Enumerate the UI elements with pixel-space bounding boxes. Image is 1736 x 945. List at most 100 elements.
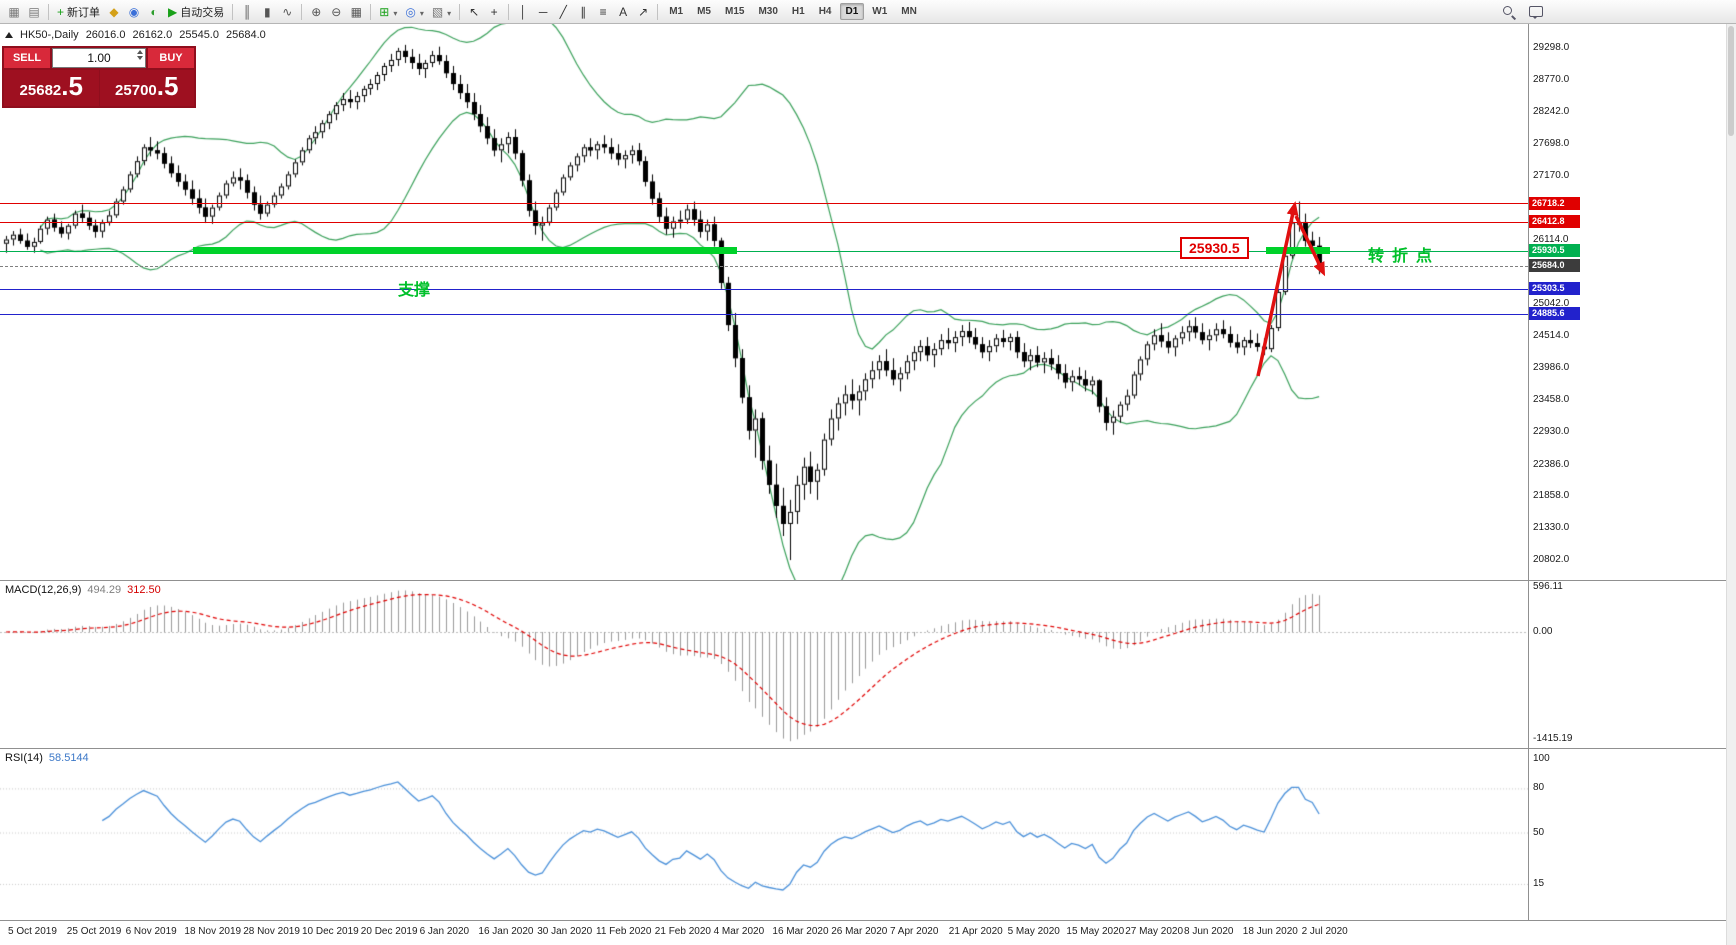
scrollbar-thumb[interactable] xyxy=(1728,26,1734,136)
community-chat-button[interactable] xyxy=(1525,2,1547,22)
candlestick-chart-button[interactable]: ▮ xyxy=(257,2,277,22)
macd-axis-label: 596.11 xyxy=(1533,580,1563,592)
equidistant-channel-button[interactable]: ∥ xyxy=(573,2,593,22)
resistance-line-lower[interactable] xyxy=(0,221,1528,223)
timeframe-d1-button[interactable]: D1 xyxy=(839,3,865,20)
periods-button[interactable]: ◎ xyxy=(401,2,428,22)
new-chart-button[interactable]: ▦ xyxy=(4,2,24,22)
horizontal-line-button[interactable]: ─ xyxy=(533,2,553,22)
zoom-out-button[interactable]: ⊖ xyxy=(326,2,346,22)
time-axis-label: 20 Dec 2019 xyxy=(360,926,418,937)
horizontal-line-icon: ─ xyxy=(538,4,548,19)
time-axis-label: 21 Apr 2020 xyxy=(948,926,1003,937)
indicators-list-button[interactable]: ⊞ xyxy=(375,2,401,22)
support-line-blue-2-badge: 24885.6 xyxy=(1529,307,1580,321)
time-axis-label: 7 Apr 2020 xyxy=(890,926,939,937)
zoom-in-button[interactable]: ⊕ xyxy=(306,2,326,22)
buy-price-button[interactable]: 25700.5 xyxy=(99,70,194,106)
price-axis-label: 23986.0 xyxy=(1533,362,1570,374)
volume-value: 1.00 xyxy=(87,51,111,65)
timeframe-w1-button[interactable]: W1 xyxy=(866,3,893,20)
support-level-line[interactable] xyxy=(0,250,1528,252)
rsi-axis-label: 50 xyxy=(1533,826,1545,838)
chat-bubble-icon xyxy=(1529,6,1543,19)
tile-windows-icon: ▦ xyxy=(350,4,362,19)
periods-icon: ◎ xyxy=(405,4,416,19)
price-panel: HK50-,Daily 26016.0 26162.0 25545.0 2568… xyxy=(0,24,1736,580)
templates-caret-icon xyxy=(446,4,451,19)
toolbar-button-group: ▦▤+新订单◆◉◐▶自动交易║▮∿⊕⊖▦⊞◎▧↖+│─╱∥≡A↗ xyxy=(4,2,662,22)
time-axis-label: 2 Jul 2020 xyxy=(1301,926,1348,937)
timeframe-m5-button[interactable]: M5 xyxy=(691,3,717,20)
time-axis-label: 15 May 2020 xyxy=(1066,926,1125,937)
search-button[interactable] xyxy=(1499,2,1519,22)
rsi-chart-canvas[interactable] xyxy=(0,749,1528,921)
new-order-button[interactable]: + 新订单 xyxy=(53,2,104,22)
metaeditor-button[interactable]: ◆ xyxy=(104,2,124,22)
buy-button[interactable]: BUY xyxy=(148,48,194,68)
one-click-toggle-icon[interactable] xyxy=(5,32,13,38)
timeframe-mn-button[interactable]: MN xyxy=(895,3,923,20)
toolbar-separator xyxy=(301,3,303,20)
volume-field[interactable]: 1.00 xyxy=(52,48,146,68)
support-level-line-badge: 25930.5 xyxy=(1529,244,1580,258)
support-line-blue-1[interactable] xyxy=(0,288,1528,290)
price-axis-label: 21330.0 xyxy=(1533,522,1570,534)
cursor-button[interactable]: ↖ xyxy=(464,2,484,22)
crosshair-button[interactable]: + xyxy=(484,2,504,22)
support-annotation-text[interactable]: 支撑 xyxy=(398,282,431,299)
vertical-line-button[interactable]: │ xyxy=(513,2,533,22)
current-price-line[interactable] xyxy=(0,265,1528,267)
timeframe-m30-button[interactable]: M30 xyxy=(752,3,783,20)
sell-button[interactable]: SELL xyxy=(4,48,50,68)
support-zone-bar[interactable] xyxy=(1266,247,1330,255)
fibonacci-retracement-button[interactable]: ≡ xyxy=(593,2,613,22)
time-axis-label: 11 Feb 2020 xyxy=(596,926,652,937)
ohlc-low: 25545.0 xyxy=(179,29,219,41)
timeframe-m15-button[interactable]: M15 xyxy=(719,3,750,20)
bar-chart-button[interactable]: ║ xyxy=(237,2,257,22)
pivot-annotation-text[interactable]: 转折点 xyxy=(1368,248,1441,265)
sell-price-button[interactable]: 25682.5 xyxy=(4,70,99,106)
auto-trading-button[interactable]: ▶ 自动交易 xyxy=(164,2,228,22)
price-axis-label: 29298.0 xyxy=(1533,42,1570,53)
auto-trading-icon: ▶ xyxy=(168,4,178,19)
price-axis-label: 23458.0 xyxy=(1533,393,1570,405)
text-label-button[interactable]: A xyxy=(613,2,633,22)
support-zone-bar[interactable] xyxy=(193,247,737,255)
zoom-out-icon: ⊖ xyxy=(331,4,342,19)
arrow-objects-icon: ↗ xyxy=(638,4,649,19)
trendline-button[interactable]: ╱ xyxy=(553,2,573,22)
chart-profiles-button[interactable]: ▤ xyxy=(24,2,44,22)
macd-label: MACD(12,26,9) 494.29 312.50 xyxy=(5,584,161,596)
price-axis-label: 22386.0 xyxy=(1533,458,1570,470)
volume-spinner[interactable] xyxy=(137,50,143,60)
macd-chart-canvas[interactable] xyxy=(0,581,1528,749)
rsi-axis-label: 15 xyxy=(1533,877,1545,889)
right-scrollbar[interactable] xyxy=(1726,24,1736,945)
level-label-box[interactable]: 25930.5 xyxy=(1180,237,1249,259)
chart-header: HK50-,Daily 26016.0 26162.0 25545.0 2568… xyxy=(5,29,266,41)
market-watch-button[interactable]: ◉ xyxy=(124,2,144,22)
arrow-objects-button[interactable]: ↗ xyxy=(633,2,653,22)
volume-down-icon[interactable] xyxy=(137,56,143,60)
resistance-line-upper[interactable] xyxy=(0,203,1528,205)
support-line-blue-2[interactable] xyxy=(0,313,1528,315)
timeframe-h4-button[interactable]: H4 xyxy=(813,3,838,20)
rsi-label: RSI(14) 58.5144 xyxy=(5,752,89,764)
timeframe-m1-button[interactable]: M1 xyxy=(663,3,689,20)
rsi-name: RSI(14) xyxy=(5,752,43,764)
line-chart-button[interactable]: ∿ xyxy=(277,2,297,22)
templates-button[interactable]: ▧ xyxy=(428,2,455,22)
toolbar-separator xyxy=(48,3,49,20)
symbol-period-label: HK50-,Daily xyxy=(20,29,79,41)
sell-price-pips: .5 xyxy=(61,71,83,101)
toolbar-right-group xyxy=(1499,2,1547,22)
tile-windows-button[interactable]: ▦ xyxy=(346,2,366,22)
toolbar-separator xyxy=(657,3,659,20)
navigator-button[interactable]: ◐ xyxy=(144,2,164,22)
resistance-line-lower-badge: 26412.8 xyxy=(1529,215,1580,229)
price-chart-canvas[interactable] xyxy=(0,24,1528,580)
volume-up-icon[interactable] xyxy=(137,50,143,54)
timeframe-h1-button[interactable]: H1 xyxy=(786,3,811,20)
